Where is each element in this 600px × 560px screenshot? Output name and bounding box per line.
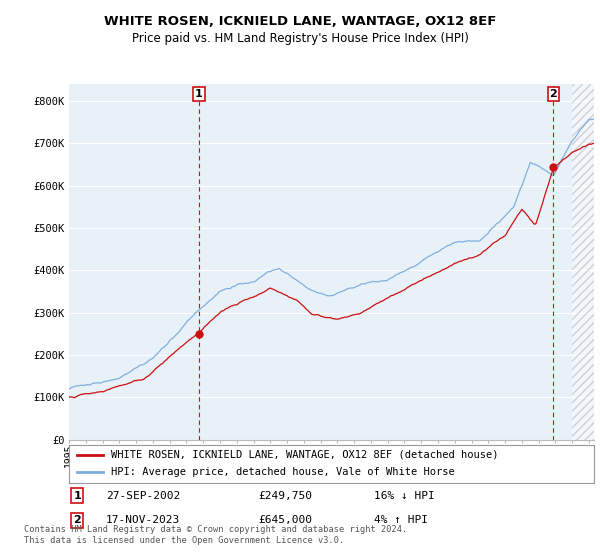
Text: £249,750: £249,750 — [258, 491, 312, 501]
Text: 2: 2 — [550, 90, 557, 99]
Text: Contains HM Land Registry data © Crown copyright and database right 2024.
This d: Contains HM Land Registry data © Crown c… — [24, 525, 407, 545]
Text: £645,000: £645,000 — [258, 515, 312, 525]
Text: HPI: Average price, detached house, Vale of White Horse: HPI: Average price, detached house, Vale… — [111, 468, 455, 478]
Text: 27-SEP-2002: 27-SEP-2002 — [106, 491, 180, 501]
Bar — [572, 84, 600, 440]
Text: 1: 1 — [73, 491, 81, 501]
Bar — [572, 84, 600, 440]
Text: WHITE ROSEN, ICKNIELD LANE, WANTAGE, OX12 8EF: WHITE ROSEN, ICKNIELD LANE, WANTAGE, OX1… — [104, 15, 496, 28]
Text: WHITE ROSEN, ICKNIELD LANE, WANTAGE, OX12 8EF (detached house): WHITE ROSEN, ICKNIELD LANE, WANTAGE, OX1… — [111, 450, 499, 460]
Text: 16% ↓ HPI: 16% ↓ HPI — [373, 491, 434, 501]
Text: 4% ↑ HPI: 4% ↑ HPI — [373, 515, 427, 525]
Text: 2: 2 — [73, 515, 81, 525]
Text: 1: 1 — [195, 90, 203, 99]
Text: Price paid vs. HM Land Registry's House Price Index (HPI): Price paid vs. HM Land Registry's House … — [131, 32, 469, 45]
Text: 17-NOV-2023: 17-NOV-2023 — [106, 515, 180, 525]
